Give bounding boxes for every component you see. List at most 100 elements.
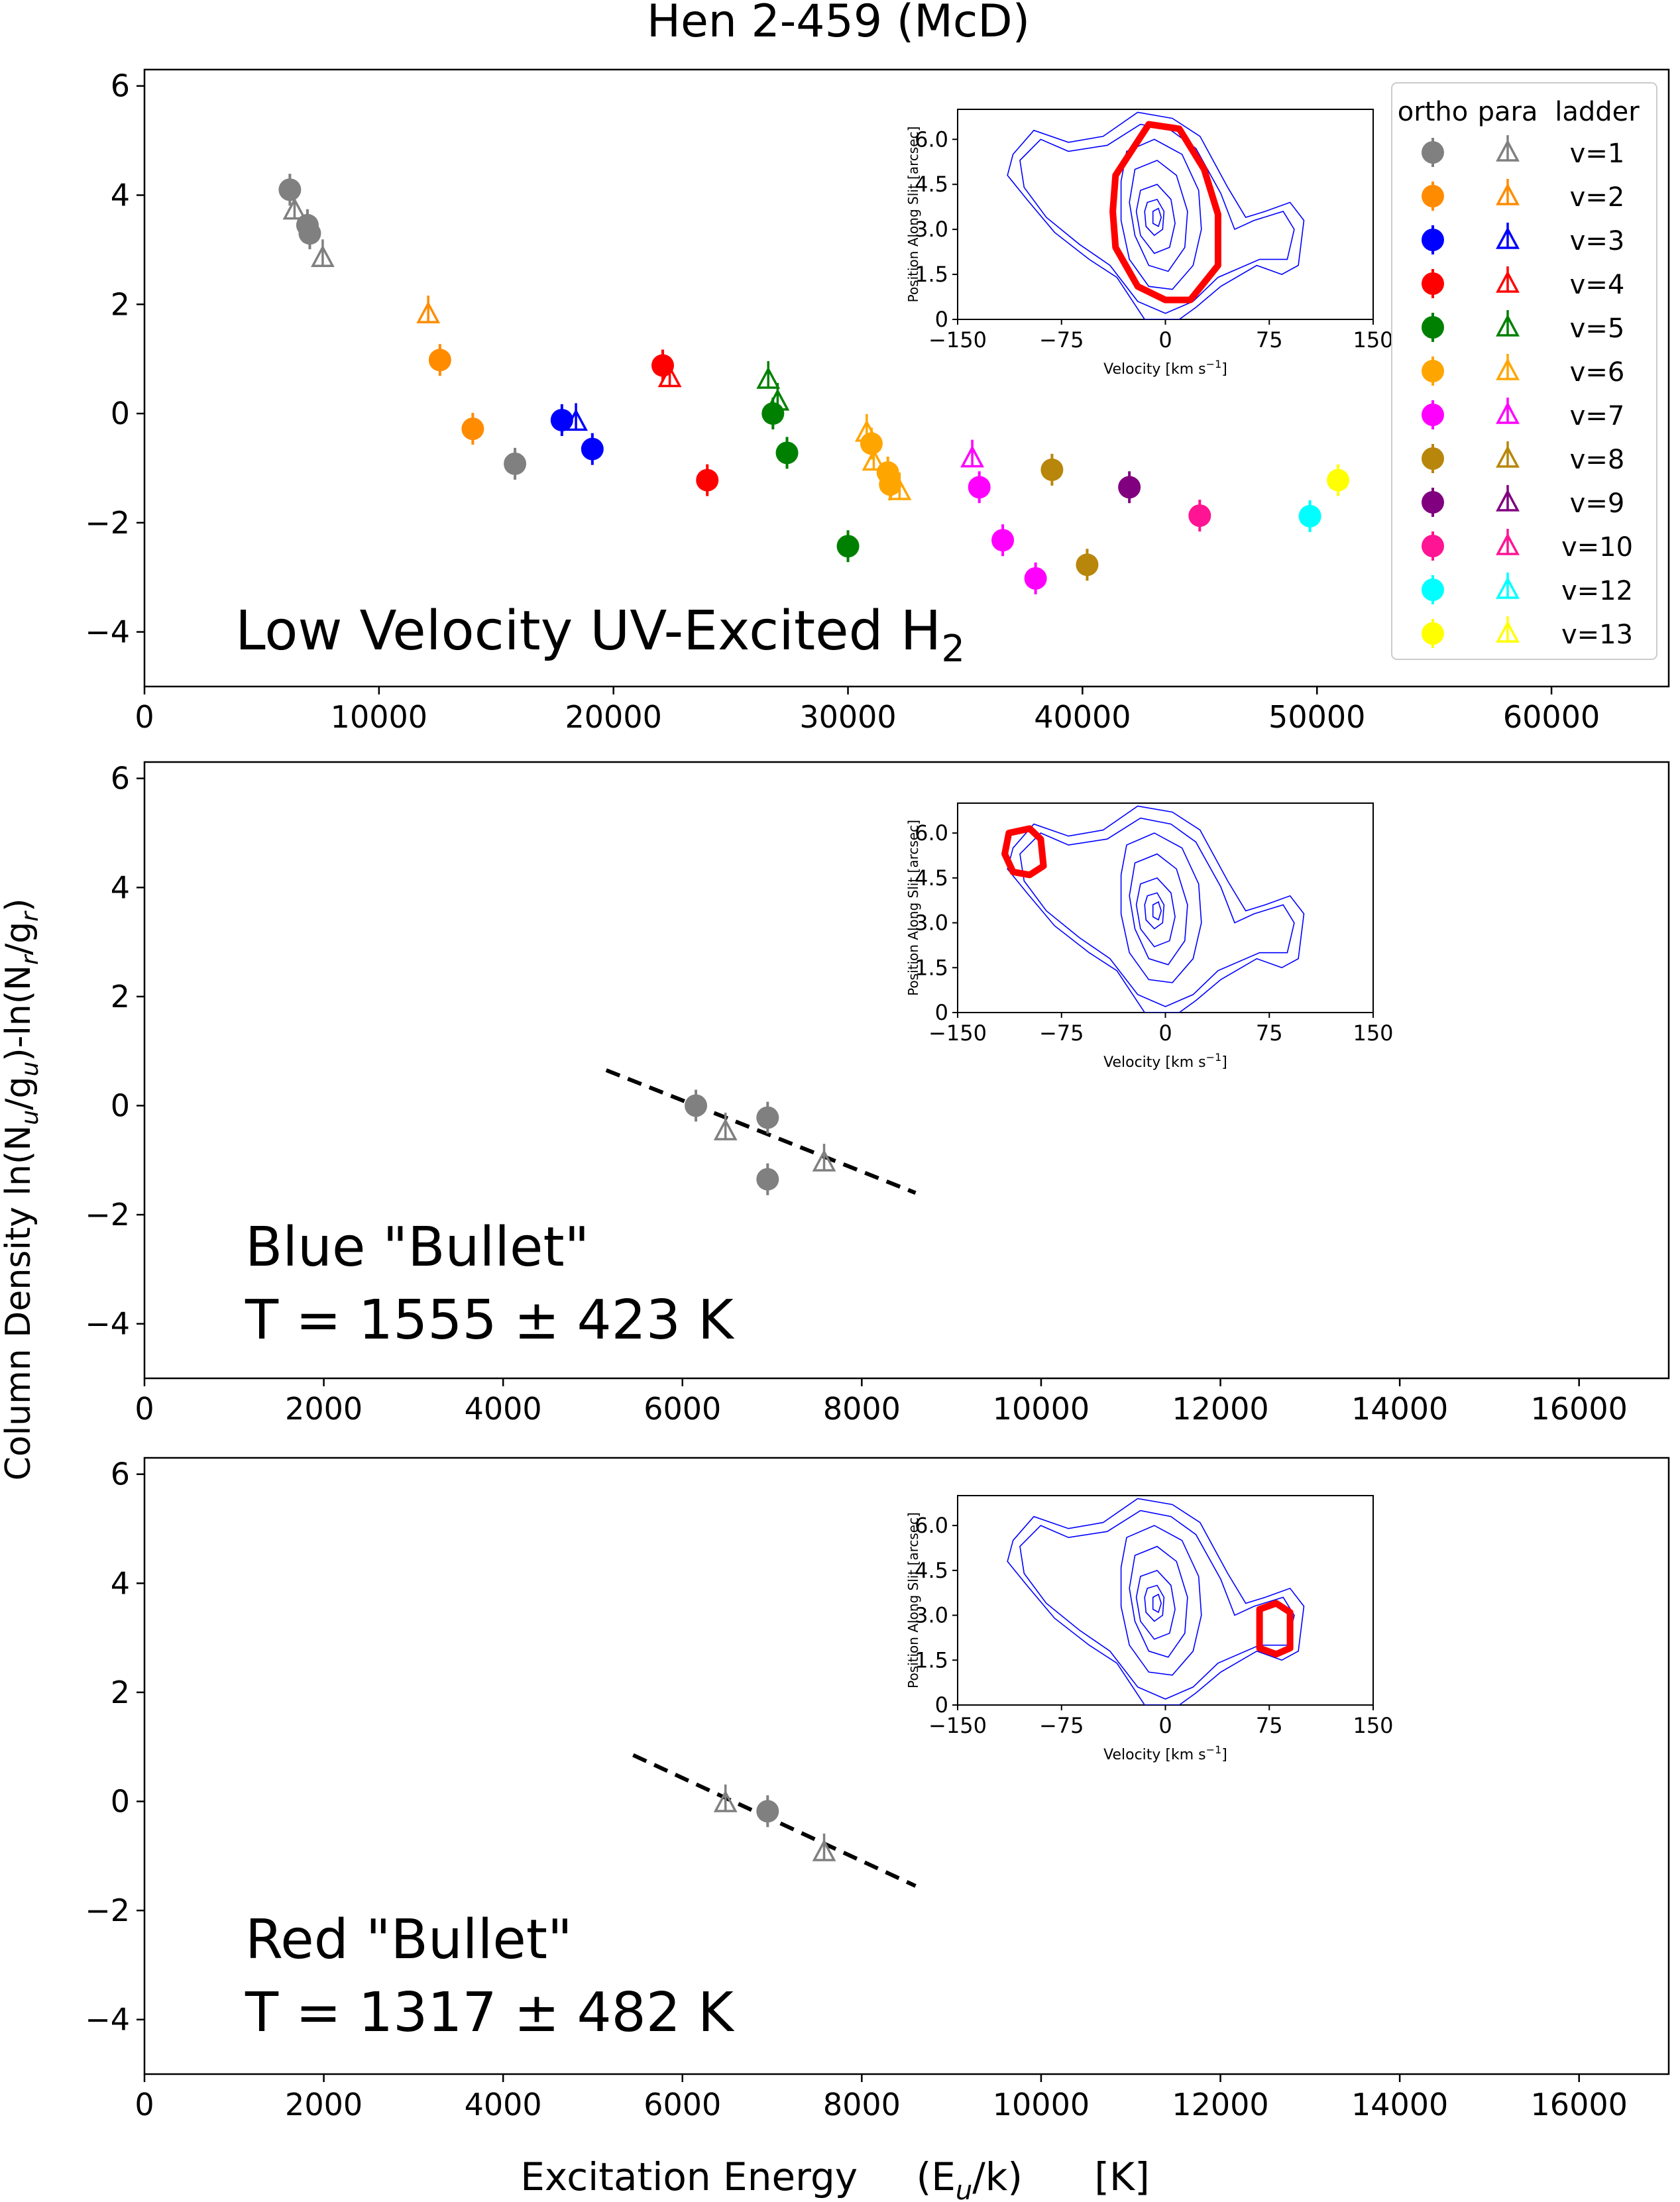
inset-contours [1007, 111, 1305, 319]
inset-x-tick-label: −75 [1039, 327, 1084, 353]
y-tick-label: 0 [111, 1087, 130, 1123]
ortho-point [1040, 458, 1064, 481]
inset-x-tick-label: 0 [1158, 1020, 1172, 1046]
fit-line [632, 1753, 917, 1888]
inset-frame [957, 1495, 1374, 1706]
ortho-point [696, 468, 719, 492]
x-tick-label: 16000 [1531, 1391, 1628, 1427]
contour-level-4 [1129, 1545, 1188, 1658]
y-axis-label: Column Density ln(Nu/gu)-ln(Nr/gr) [0, 899, 44, 1481]
legend-para-marker [1496, 139, 1520, 162]
panel-axes: 0 2000 4000 6000 8000 10000 12000 14000 16000−4−… [85, 1457, 1670, 2122]
x-tick-label: 0 [135, 699, 154, 735]
inset-x-tick-label: 75 [1256, 327, 1283, 353]
inset-selected-region [1256, 1600, 1294, 1658]
y-tick-label: 4 [111, 177, 130, 213]
x-tick-label: 0 [135, 1391, 154, 1427]
ortho-point [1327, 468, 1350, 492]
ortho-point [756, 1106, 779, 1129]
ortho-point [860, 432, 883, 455]
legend-ortho-marker [1422, 360, 1444, 382]
inset-y-tick-label: 3.0 [915, 217, 948, 242]
figure-title: Hen 2-459 (McD) [647, 0, 1030, 48]
x-tick-label: 50000 [1268, 699, 1365, 735]
ortho-point [756, 1168, 779, 1191]
legend-ortho-marker [1422, 229, 1444, 251]
contour-level-5 [1135, 877, 1176, 948]
ortho-point [1298, 504, 1321, 527]
inset-x-tick-label: 150 [1353, 1713, 1393, 1738]
inset-y-tick-label: 0 [935, 1692, 948, 1718]
y-tick-label: 2 [111, 286, 130, 322]
para-point [311, 245, 335, 267]
ortho-point [651, 354, 674, 377]
ortho-point [1024, 567, 1047, 590]
legend-para-marker [1496, 445, 1520, 468]
contour-level-4 [1129, 160, 1188, 272]
legend-ladder-label: v=7 [1570, 401, 1625, 431]
legend-ladder-label: v=8 [1570, 445, 1625, 475]
x-tick-label: 14000 [1351, 2087, 1448, 2122]
legend-ladder-label: v=13 [1561, 620, 1633, 650]
legend-ortho-marker [1422, 185, 1444, 207]
panel-annotation-low-velocity: Low Velocity UV-Excited H2 [235, 600, 965, 671]
ortho-point [428, 349, 451, 372]
legend-ortho-marker [1422, 447, 1444, 470]
y-tick-label: 0 [111, 396, 130, 431]
para-point [812, 1839, 836, 1861]
legend-ladder-label: v=10 [1561, 532, 1633, 563]
contour-level-5 [1135, 1569, 1176, 1640]
para-point [713, 1118, 738, 1140]
legend-para-marker [1496, 314, 1520, 337]
inset-x-label: Velocity [km s−1] [1103, 1743, 1227, 1764]
inset-x-label: Velocity [km s−1] [1103, 1051, 1227, 1072]
contour-level-7 [1152, 901, 1162, 921]
contour-level-2 [1019, 123, 1295, 314]
inset-position-velocity: −150 −75 0 75 150 0 1.5 3.0 4.5 6.0 Velocity [km s… [905, 109, 1394, 378]
inset-x-tick-label: −150 [928, 327, 987, 353]
inset-y-tick-label: 4.5 [915, 1558, 948, 1583]
x-tick-label: 12000 [1172, 2087, 1268, 2122]
x-tick-label: 4000 [465, 1391, 542, 1427]
inset-y-tick-label: 3.0 [915, 1603, 948, 1628]
x-tick-label: 4000 [465, 2087, 542, 2122]
panel-annotation-red-bullet-temperature: T = 1317 ± 482 K [245, 1981, 735, 2044]
legend-para-marker [1496, 620, 1520, 643]
contour-level-3 [1120, 832, 1202, 983]
ortho-point [504, 452, 527, 475]
ortho-point [761, 402, 785, 425]
x-tick-label: 6000 [644, 1391, 721, 1427]
x-tick-label: 30000 [799, 699, 896, 735]
x-tick-label: 40000 [1034, 699, 1131, 735]
y-tick-label: −4 [85, 614, 130, 650]
inset-x-tick-label: 0 [1158, 327, 1172, 353]
ortho-point [775, 441, 799, 465]
inset-frame [957, 109, 1374, 320]
panel-annotation-red-bullet-name: Red "Bullet" [245, 1908, 573, 1971]
panel-annotation-blue-bullet-temperature: T = 1555 ± 423 K [245, 1289, 735, 1352]
inset-x-tick-label: −75 [1039, 1713, 1084, 1738]
ortho-point [298, 222, 321, 245]
y-tick-label: −4 [85, 1306, 130, 1342]
y-tick-label: 6 [111, 68, 130, 104]
panel-annotation-blue-bullet-name: Blue "Bullet" [245, 1216, 589, 1279]
panel-red-bullet: 0 2000 4000 6000 8000 10000 12000 14000 16000−4−… [85, 1457, 1670, 2122]
legend-header: ladder [1555, 97, 1640, 127]
x-tick-label: 20000 [565, 699, 662, 735]
contour-level-7 [1152, 1593, 1162, 1614]
x-label-unit: [K] [1094, 2154, 1149, 2199]
x-tick-label: 60000 [1503, 699, 1600, 735]
legend-para-marker [1496, 489, 1520, 512]
legend-para-marker [1496, 533, 1520, 555]
legend-ortho-marker [1422, 404, 1444, 426]
panel-axes: 0 2000 4000 6000 8000 10000 12000 14000 16000−4−… [85, 761, 1670, 1427]
fit-line [605, 1068, 917, 1195]
contour-level-3 [1120, 1525, 1202, 1676]
panel-axes: 0 10000 20000 30000 40000 50000 60000 −4 −2 0 2 4 6 [85, 68, 1670, 735]
y-tick-label: −2 [85, 1893, 130, 1928]
ortho-point [968, 476, 991, 499]
ortho-point [278, 178, 302, 201]
inset-y-tick-label: 3.0 [915, 910, 948, 936]
inset-y-tick-label: 4.5 [915, 865, 948, 891]
x-tick-label: 0 [135, 2087, 154, 2122]
